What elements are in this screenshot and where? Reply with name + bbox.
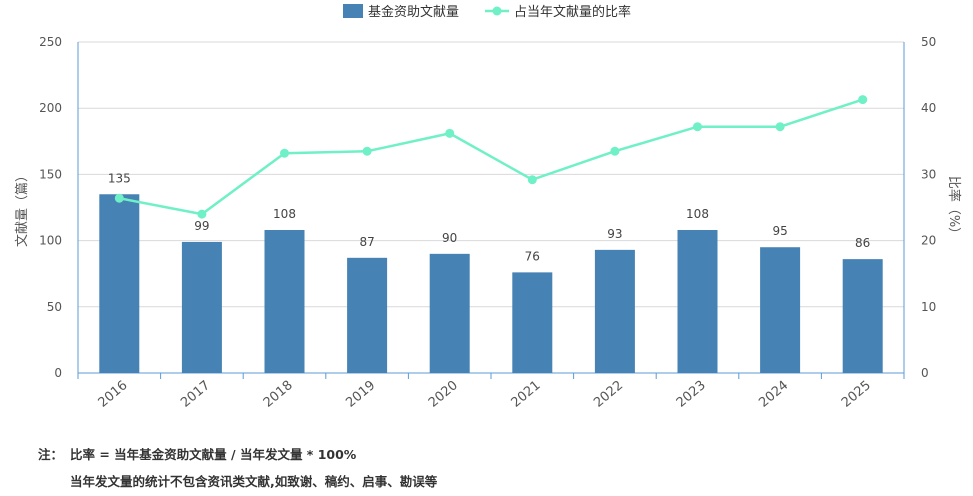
y-right-tick-label: 40 [921,101,936,115]
x-tick-label: 2016 [96,378,131,411]
ratio-point [693,122,702,132]
ratio-point [445,128,455,138]
legend-line-label: 占当年文献量的比率 [514,4,631,20]
bar [512,272,553,373]
bar [677,230,718,373]
x-tick-label: 2024 [756,378,791,411]
y-left-tick-label: 100 [39,234,62,248]
footnote-exclusion: 当年发文量的统计不包含资讯类文献,如致谢、稿约、启事、勘误等 [70,474,438,489]
bar-data-label: 90 [442,231,457,245]
y-left-tick-label: 50 [47,300,62,314]
x-tick-label: 2021 [509,378,544,411]
ratio-point [280,148,289,158]
x-tick-label: 2020 [426,378,461,411]
ratio-point [858,95,868,105]
bar [429,253,470,373]
y-right-axis-title: 比率（%） [946,176,962,240]
legend-bar-swatch [343,4,363,18]
ratio-point [775,122,785,132]
bar [99,194,140,373]
ratio-point [114,193,124,203]
y-left-axis-title: 文献量（篇） [15,169,30,247]
bar-data-label: 86 [855,236,870,250]
ratio-point [362,146,372,156]
bar-data-label: 108 [273,207,296,221]
legend-line-marker [492,6,502,16]
x-tick-label: 2022 [591,378,626,411]
x-tick-label: 2019 [343,378,378,411]
y-left-tick-label: 150 [39,167,62,181]
bar-data-label: 135 [108,171,131,185]
bar [264,230,305,373]
bar-data-label: 108 [686,207,709,221]
x-tick-label: 2018 [261,378,296,411]
bar-data-label: 87 [359,235,374,249]
footnote-formula-text: 比率 = 当年基金资助文献量 / 当年发文量 * 100% [70,447,357,462]
bar [181,241,222,373]
x-tick-label: 2025 [839,378,874,411]
footnote-formula: 注： 比率 = 当年基金资助文献量 / 当年发文量 * 100% [38,444,356,463]
footnote-prefix: 注： [38,447,64,462]
y-right-tick-label: 20 [921,234,936,248]
bar-data-label: 95 [772,224,787,238]
bar [760,247,801,373]
bar [594,249,635,373]
y-left-tick-label: 250 [39,35,62,49]
combo-chart: 0 50 100 150 200 250 0 10 20 30 40 50 135 2016 99 2017 1… [15,4,962,411]
x-tick-label: 2017 [178,378,213,411]
y-right-tick-label: 30 [921,167,936,181]
bar [842,259,883,373]
bar-data-label: 76 [525,249,540,263]
bar-data-label: 99 [194,219,209,233]
bar-data-label: 93 [607,227,622,241]
ratio-point [197,209,207,219]
bar [347,257,388,373]
y-left-tick-label: 0 [54,366,62,380]
ratio-point [610,146,620,156]
ratio-point [527,175,537,185]
y-right-tick-label: 50 [921,35,936,49]
y-right-tick-label: 10 [921,300,936,314]
y-right-tick-label: 0 [921,366,929,380]
legend-bar-label: 基金资助文献量 [368,4,459,20]
x-tick-label: 2023 [674,378,709,411]
y-left-tick-label: 200 [39,101,62,115]
ratio-line [119,98,864,216]
